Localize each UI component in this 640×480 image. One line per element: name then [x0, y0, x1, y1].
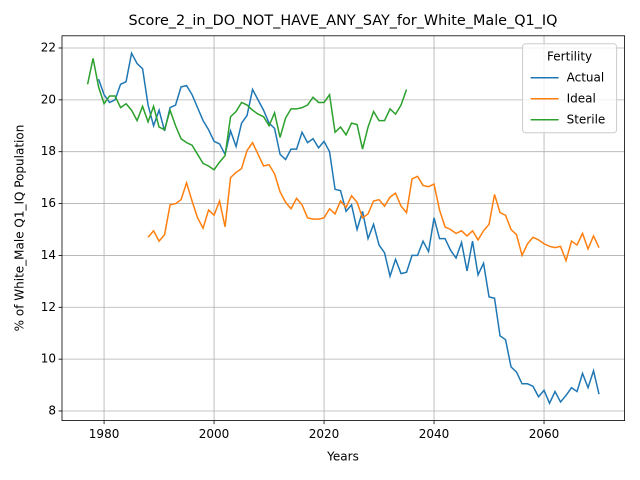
x-tick-label: 2020	[309, 427, 340, 441]
line-series	[97, 50, 600, 406]
legend-label: Actual	[567, 70, 605, 84]
x-tick-label: 2000	[199, 427, 230, 441]
line-series	[147, 141, 600, 263]
y-tick-label: 20	[41, 92, 56, 106]
legend-title: Fertility	[547, 49, 592, 63]
y-tick-label: 22	[41, 40, 56, 54]
chart-title: Score_2_in_DO_NOT_HAVE_ANY_SAY_for_White…	[129, 13, 558, 29]
y-tick-label: 16	[41, 196, 56, 210]
legend-box	[522, 43, 618, 134]
x-tick-label: 2060	[529, 427, 560, 441]
plot-frame	[61, 35, 625, 421]
x-tick-label: 2040	[419, 427, 450, 441]
y-tick-label: 8	[48, 404, 56, 418]
x-axis-label: Years	[326, 450, 359, 464]
y-tick-label: 14	[41, 248, 56, 262]
line-series	[86, 58, 408, 171]
y-axis-label: % of White_Male Q1_IQ Population	[13, 125, 27, 332]
x-tick-label: 1980	[89, 427, 120, 441]
y-tick-label: 18	[41, 144, 56, 158]
y-tick-label: 10	[41, 352, 56, 366]
legend-label: Sterile	[567, 112, 606, 126]
y-tick-label: 12	[41, 300, 56, 314]
legend-label: Ideal	[567, 91, 596, 105]
